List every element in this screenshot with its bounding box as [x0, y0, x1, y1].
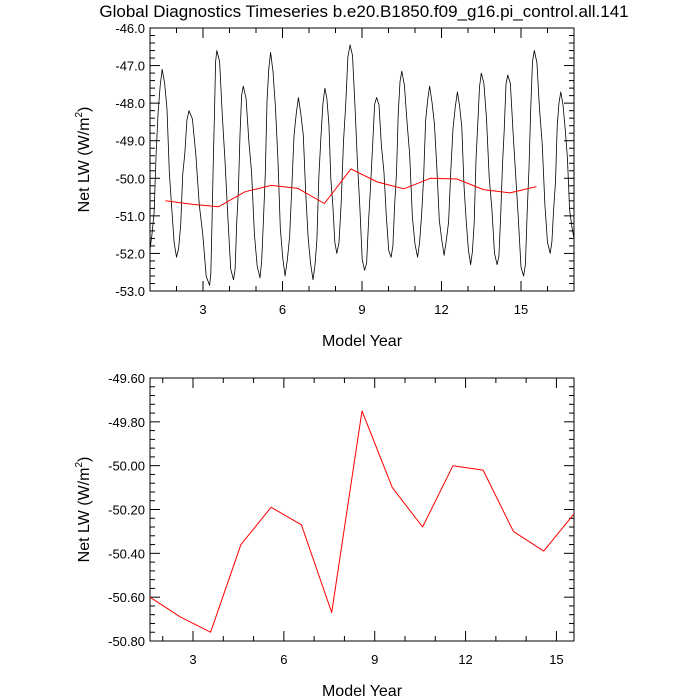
series-line-annual-mean — [165, 168, 537, 208]
y-tick-label: -50.0 — [115, 171, 145, 186]
y-axis-label-sup: 2 — [74, 112, 85, 118]
y-tick-label: -47.0 — [115, 59, 145, 74]
y-axis-label: Net LW (W/m2) — [74, 107, 93, 213]
x-tick-label: 9 — [371, 652, 378, 667]
y-axis-label-main: Net LW (W/m — [76, 118, 93, 213]
y-tick-label: -51.0 — [115, 209, 145, 224]
y-axis-label: Net LW (W/m2) — [74, 457, 93, 563]
y-tick-label: -53.0 — [115, 284, 145, 299]
x-axis-label: Model Year — [322, 333, 403, 350]
x-tick-label: 3 — [199, 302, 206, 317]
y-tick-label: -49.0 — [115, 134, 145, 149]
top-panel: 3 6 9 12 15 -53.0 -52.0 -51.0 -50.0 -49.0 -48.0 -47… — [74, 21, 575, 350]
x-tick-label: 9 — [358, 302, 365, 317]
chart-title: Global Diagnostics Timeseries b.e20.B185… — [99, 2, 628, 21]
y-axis-label-close: ) — [76, 107, 93, 112]
x-tick-label: 12 — [434, 302, 448, 317]
y-tick-label: -50.40 — [108, 546, 145, 561]
series-line-annual-mean — [149, 410, 575, 633]
x-tick-label: 12 — [458, 652, 472, 667]
x-tick-label: 3 — [189, 652, 196, 667]
series-line-monthly — [149, 44, 575, 286]
y-axis-label-main: Net LW (W/m — [76, 468, 93, 563]
x-tick-label: 6 — [280, 652, 287, 667]
plot-frame — [149, 377, 575, 642]
y-tick-label: -50.80 — [108, 634, 145, 649]
y-axis-label-close: ) — [76, 457, 93, 462]
x-tick-label: 15 — [549, 652, 563, 667]
x-tick-label: 15 — [514, 302, 528, 317]
y-tick-label: -49.80 — [108, 415, 145, 430]
y-tick-label: -50.60 — [108, 590, 145, 605]
x-axis-label: Model Year — [322, 683, 403, 700]
y-tick-label: -50.00 — [108, 459, 145, 474]
x-tick-label: 6 — [279, 302, 286, 317]
y-tick-label: -48.0 — [115, 96, 145, 111]
y-tick-label: -49.60 — [108, 371, 145, 386]
y-tick-label: -46.0 — [115, 21, 145, 36]
bottom-panel: 3 6 9 12 15 -50.80 -50.60 -50.40 -50.20 -50.00 -49… — [74, 371, 575, 700]
y-tick-label: -52.0 — [115, 246, 145, 261]
y-tick-label: -50.20 — [108, 503, 145, 518]
y-axis-label-sup: 2 — [74, 462, 85, 468]
